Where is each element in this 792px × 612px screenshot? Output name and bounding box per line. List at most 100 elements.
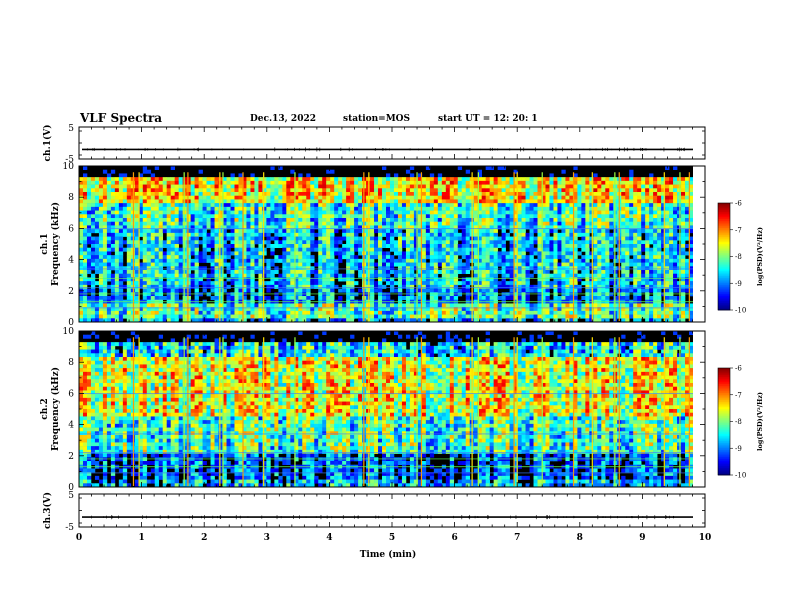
spectrogram-cell: [350, 255, 355, 260]
spectrogram-cell: [433, 240, 439, 245]
spectrogram-cell: [290, 188, 295, 193]
spectrogram-cell: [565, 258, 570, 263]
spectrogram-cell: [593, 270, 598, 275]
spectrogram-cell: [238, 258, 243, 263]
spectrogram-cell: [218, 310, 223, 315]
spectrogram-cell: [154, 199, 160, 204]
spectrogram-cell: [457, 166, 463, 171]
spectrogram-cell: [326, 310, 331, 315]
spectrogram-cell: [513, 225, 518, 230]
spectrogram-cell: [513, 192, 518, 197]
spectrogram-cell: [481, 180, 486, 185]
spectrogram-cell: [90, 262, 96, 267]
spectrogram-cell: [374, 244, 379, 249]
spectrogram-cell: [537, 258, 542, 263]
spectrogram-cell: [342, 288, 347, 293]
spectrogram-cell: [82, 314, 88, 319]
spectrogram-cell: [529, 206, 534, 211]
spectrogram-cell: [194, 270, 199, 275]
spectrogram-cell: [565, 177, 570, 182]
spectrogram-cell: [465, 303, 471, 308]
spectrogram-cell: [441, 232, 447, 237]
spectrogram-cell: [106, 195, 112, 200]
spectrogram-cell: [585, 192, 590, 197]
spectrogram-cell: [585, 210, 590, 215]
spectrogram-cell: [186, 221, 191, 226]
spectrogram-cell: [354, 255, 359, 260]
spectrogram-cell: [206, 236, 211, 241]
spectrogram-cell: [378, 292, 383, 297]
spectrogram-cell: [162, 240, 168, 245]
spectrogram-cell: [509, 188, 514, 193]
spectrogram-cell: [250, 307, 255, 312]
spectrogram-cell: [250, 251, 255, 256]
spectrogram-cell: [342, 229, 347, 234]
spectrogram-cell: [290, 232, 295, 237]
spectrogram-cell: [122, 266, 128, 271]
spectrogram-cell: [114, 255, 120, 260]
spectrogram-cell: [198, 210, 203, 215]
spectrogram-cell: [545, 277, 550, 282]
spectrogram-cell: [358, 240, 363, 245]
spectrogram-cell: [294, 247, 299, 252]
spectrogram-cell: [569, 229, 574, 234]
spectrogram-cell: [465, 251, 471, 256]
spectrogram-cell: [298, 270, 303, 275]
spectrogram-cell: [513, 270, 518, 275]
spectrogram-cell: [134, 284, 140, 289]
spectrogram-cell: [497, 199, 502, 204]
spectrogram-cell: [473, 318, 478, 323]
spectrogram-cell: [266, 195, 271, 200]
spectrogram-cell: [114, 184, 120, 189]
spectrogram-cell: [461, 218, 467, 223]
spectrogram-cell: [298, 225, 303, 230]
spectrogram-cell: [525, 307, 530, 312]
spectrogram-cell: [318, 195, 323, 200]
spectrogram-cell: [158, 240, 164, 245]
spectrogram-cell: [453, 221, 459, 226]
spectrogram-cell: [378, 206, 383, 211]
spectrogram-cell: [346, 188, 351, 193]
spectrogram-cell: [278, 180, 283, 185]
spectrogram-cell: [465, 199, 471, 204]
spectrogram-cell: [234, 225, 239, 230]
spectrogram-cell: [429, 188, 435, 193]
spectrogram-cell: [230, 318, 235, 323]
spectrogram-cell: [585, 262, 590, 267]
spectrogram-cell: [218, 255, 223, 260]
spectrogram-cell: [473, 195, 478, 200]
spectrogram-cell: [146, 188, 152, 193]
spectrogram-cell: [421, 218, 427, 223]
spectrogram-cell: [270, 273, 275, 278]
spectrogram-cell: [110, 225, 116, 230]
spectrogram-cell: [206, 244, 211, 249]
spectrogram-cell: [545, 192, 550, 197]
spectrogram-cell: [465, 258, 471, 263]
spectrogram-cell: [234, 284, 239, 289]
spectrogram-cell: [286, 318, 291, 323]
spectrogram-cell: [266, 206, 271, 211]
spectrogram-cell: [214, 203, 219, 208]
spectrogram-cell: [497, 236, 502, 241]
spectrogram-cell: [94, 188, 100, 193]
spectrogram-cell: [382, 232, 387, 237]
spectrogram-cell: [318, 310, 323, 315]
spectrogram-cell: [577, 244, 582, 249]
spectrogram-cell: [79, 218, 84, 223]
spectrogram-cell: [346, 266, 351, 271]
spectrogram-cell: [294, 199, 299, 204]
spectrogram-cell: [573, 262, 578, 267]
spectrogram-cell: [150, 314, 156, 319]
spectrogram-cell: [178, 214, 183, 219]
spectrogram-cell: [186, 251, 191, 256]
spectrogram-cell: [417, 307, 423, 312]
spectrogram-cell: [429, 244, 435, 249]
spectrogram-cell: [182, 288, 187, 293]
spectrogram-cell: [565, 184, 570, 189]
spectrogram-cell: [525, 192, 530, 197]
spectrogram-cell: [545, 270, 550, 275]
spectrogram-cell: [569, 177, 574, 182]
spectrogram-cell: [254, 314, 259, 319]
spectrogram-cell: [154, 318, 160, 323]
spectrogram-cell: [194, 210, 199, 215]
